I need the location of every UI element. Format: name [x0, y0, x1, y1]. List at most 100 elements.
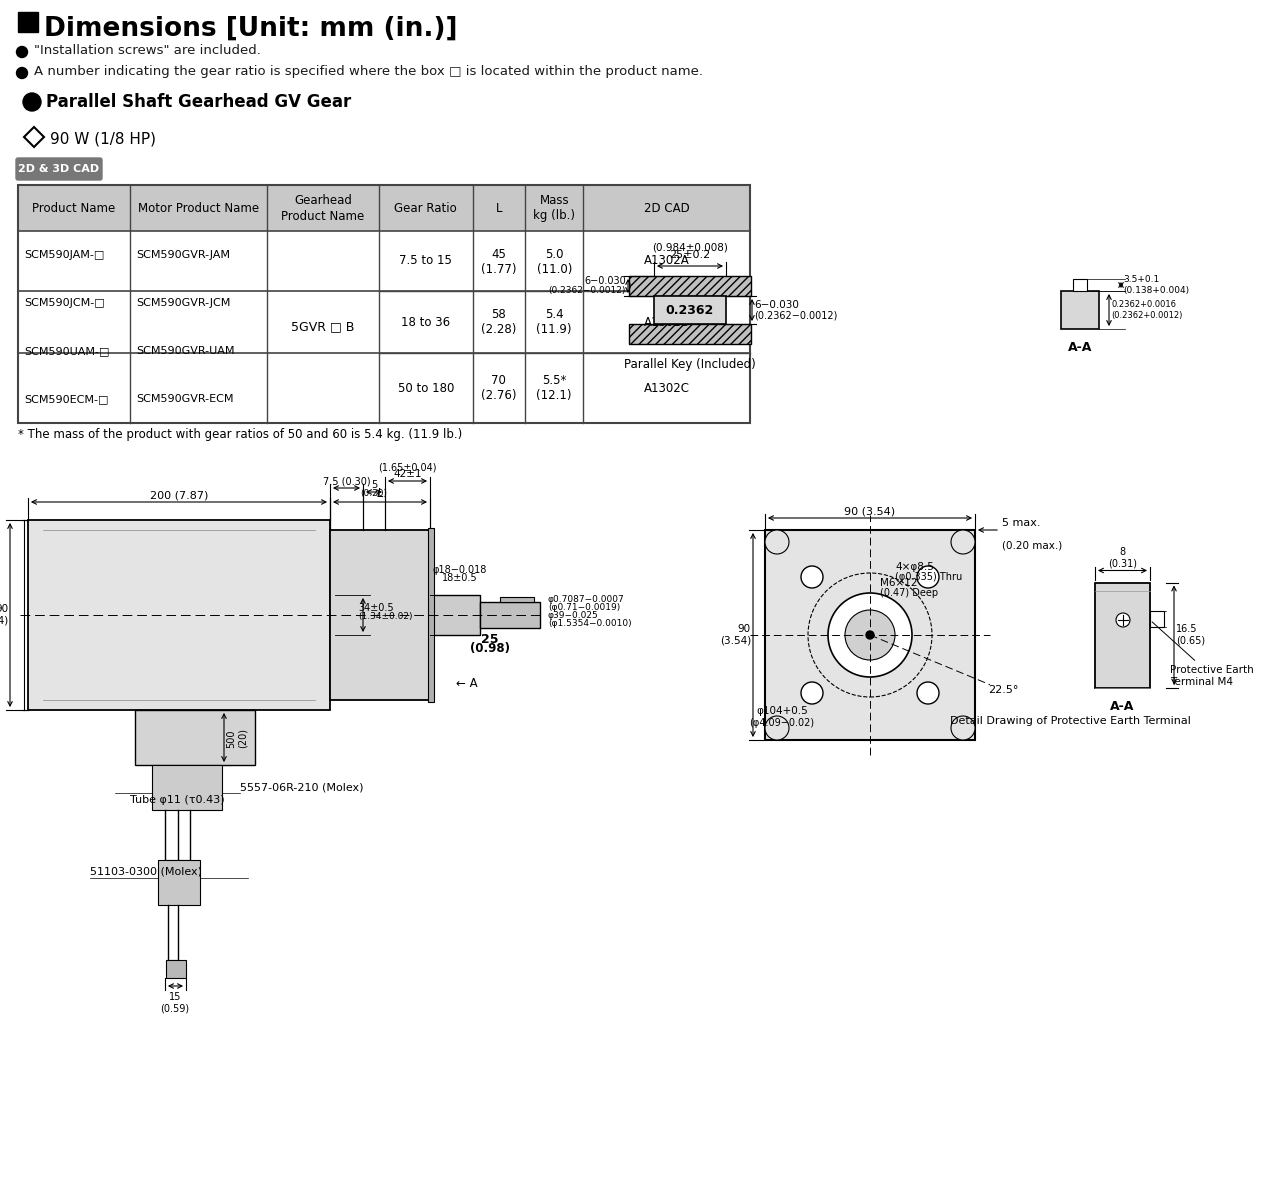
Bar [1073, 278, 1087, 290]
Text: SCM590UAM-□: SCM590UAM-□ [24, 346, 110, 356]
FancyBboxPatch shape [15, 158, 102, 180]
Circle shape [828, 593, 911, 677]
Text: 200 (7.87): 200 (7.87) [150, 490, 209, 500]
Bar [330, 530, 430, 700]
Text: SCM590GVR-JAM: SCM590GVR-JAM [136, 250, 230, 260]
Bar [166, 960, 186, 978]
Text: (0.47) Deep: (0.47) Deep [881, 588, 938, 598]
Text: A-A: A-A [1110, 700, 1134, 713]
Text: 90
(3.54): 90 (3.54) [0, 605, 8, 625]
Text: 22.5°: 22.5° [988, 685, 1019, 695]
Text: φ0.7087−0.0007: φ0.7087−0.0007 [548, 595, 625, 605]
Text: 90 W (1/8 HP): 90 W (1/8 HP) [50, 131, 156, 146]
Text: Detail Drawing of Protective Earth Terminal: Detail Drawing of Protective Earth Termi… [950, 715, 1190, 726]
Bar [1149, 611, 1164, 626]
Text: A1302C: A1302C [644, 382, 690, 395]
Text: (2.76): (2.76) [481, 390, 517, 402]
Text: 6−0.030: 6−0.030 [584, 276, 626, 286]
Text: 90
(3.54): 90 (3.54) [719, 624, 751, 646]
Text: 7.5 (0.30): 7.5 (0.30) [323, 476, 370, 486]
Text: A number indicating the gear ratio is specified where the box □ is located withi: A number indicating the gear ratio is sp… [35, 65, 703, 78]
Circle shape [17, 67, 27, 78]
Bar [18, 185, 750, 422]
Text: SCM590JCM-□: SCM590JCM-□ [24, 298, 105, 308]
Text: 5.5*: 5.5* [541, 374, 566, 388]
Bar [152, 766, 221, 810]
Text: 2D CAD: 2D CAD [644, 202, 690, 215]
Text: Motor Product Name: Motor Product Name [138, 202, 259, 215]
Text: 70: 70 [492, 374, 507, 388]
Circle shape [951, 530, 975, 554]
Text: Parallel Shaft Gearhead GV Gear: Parallel Shaft Gearhead GV Gear [46, 92, 351, 110]
Text: 5 max.: 5 max. [1002, 518, 1041, 528]
Text: 50 to 180: 50 to 180 [398, 382, 454, 395]
Text: Product Name: Product Name [32, 202, 115, 215]
Circle shape [1116, 613, 1130, 626]
Bar [28, 520, 330, 710]
Bar [654, 296, 726, 324]
Bar [628, 324, 751, 344]
Text: 2D & 3D CAD: 2D & 3D CAD [18, 164, 100, 174]
Circle shape [765, 530, 788, 554]
Text: 42±1: 42±1 [393, 469, 421, 479]
Text: 3.5+0.1
(0.138+0.004): 3.5+0.1 (0.138+0.004) [1123, 275, 1189, 295]
Bar [765, 530, 975, 740]
Text: 25±0.2: 25±0.2 [669, 250, 710, 260]
Text: ← A: ← A [456, 677, 477, 690]
Text: 16.5
(0.65): 16.5 (0.65) [1176, 624, 1206, 646]
Circle shape [801, 566, 823, 588]
Text: (0.984±0.008): (0.984±0.008) [652, 242, 728, 252]
Text: 51103-0300 (Molex): 51103-0300 (Molex) [90, 866, 202, 877]
Bar [1094, 582, 1149, 688]
Text: (1.77): (1.77) [481, 263, 517, 276]
Text: (2.28): (2.28) [481, 324, 517, 336]
Text: A-A: A-A [1068, 341, 1092, 354]
Text: SCM590GVR-ECM: SCM590GVR-ECM [136, 394, 233, 404]
Text: 5.4: 5.4 [545, 308, 563, 322]
Text: 0.2362+0.0016
(0.2362+0.0012): 0.2362+0.0016 (0.2362+0.0012) [1111, 300, 1183, 319]
Text: 5GVR □ B: 5GVR □ B [291, 320, 355, 334]
Circle shape [951, 716, 975, 740]
Text: 25: 25 [481, 634, 499, 646]
Text: (0.20): (0.20) [361, 490, 388, 498]
Text: Protective Earth
Terminal M4: Protective Earth Terminal M4 [1152, 622, 1253, 686]
Bar [430, 595, 480, 635]
Text: φ39−0.025: φ39−0.025 [548, 612, 599, 620]
Text: (1.65±0.04): (1.65±0.04) [379, 462, 436, 472]
Bar [18, 185, 750, 230]
Text: SCM590GVR-UAM: SCM590GVR-UAM [136, 346, 234, 356]
Text: 500
(20): 500 (20) [227, 728, 247, 748]
Text: A1302B: A1302B [644, 316, 690, 329]
Text: (φ4.09−0.02): (φ4.09−0.02) [749, 718, 814, 728]
Text: φ104+0.5: φ104+0.5 [756, 706, 808, 716]
Text: (0.20 max.): (0.20 max.) [1002, 540, 1062, 550]
Text: Dimensions [Unit: mm (in.)]: Dimensions [Unit: mm (in.)] [44, 16, 457, 42]
Bar [157, 860, 200, 905]
Text: M6×12: M6×12 [881, 578, 918, 588]
Text: (11.0): (11.0) [536, 263, 572, 276]
Text: Gear Ratio: Gear Ratio [394, 202, 457, 215]
Text: 6−0.030: 6−0.030 [754, 300, 799, 310]
Text: (φ0.71−0.0019): (φ0.71−0.0019) [548, 602, 621, 612]
Text: L: L [376, 487, 384, 500]
Text: Mass
kg (lb.): Mass kg (lb.) [534, 193, 575, 222]
Circle shape [867, 631, 874, 638]
Text: L: L [495, 202, 502, 215]
Text: Gearhead
Product Name: Gearhead Product Name [282, 193, 365, 222]
Text: SCM590GVR-JCM: SCM590GVR-JCM [136, 298, 230, 308]
Text: φ18−0.018: φ18−0.018 [433, 565, 488, 575]
Text: SCM590ECM-□: SCM590ECM-□ [24, 394, 109, 404]
Text: 18 to 36: 18 to 36 [401, 316, 451, 329]
Bar [18, 12, 38, 32]
Text: (12.1): (12.1) [536, 390, 572, 402]
Text: Tube φ11 (τ0.43): Tube φ11 (τ0.43) [129, 794, 224, 805]
Text: (0.2362−0.0012): (0.2362−0.0012) [549, 287, 626, 295]
Circle shape [801, 682, 823, 704]
Text: (φ1.5354−0.0010): (φ1.5354−0.0010) [548, 618, 631, 628]
Text: 90 (3.54): 90 (3.54) [845, 506, 896, 516]
Circle shape [765, 716, 788, 740]
Text: (1.34±0.02): (1.34±0.02) [358, 612, 412, 622]
Bar [1061, 290, 1100, 329]
Circle shape [916, 566, 940, 588]
Circle shape [845, 610, 895, 660]
